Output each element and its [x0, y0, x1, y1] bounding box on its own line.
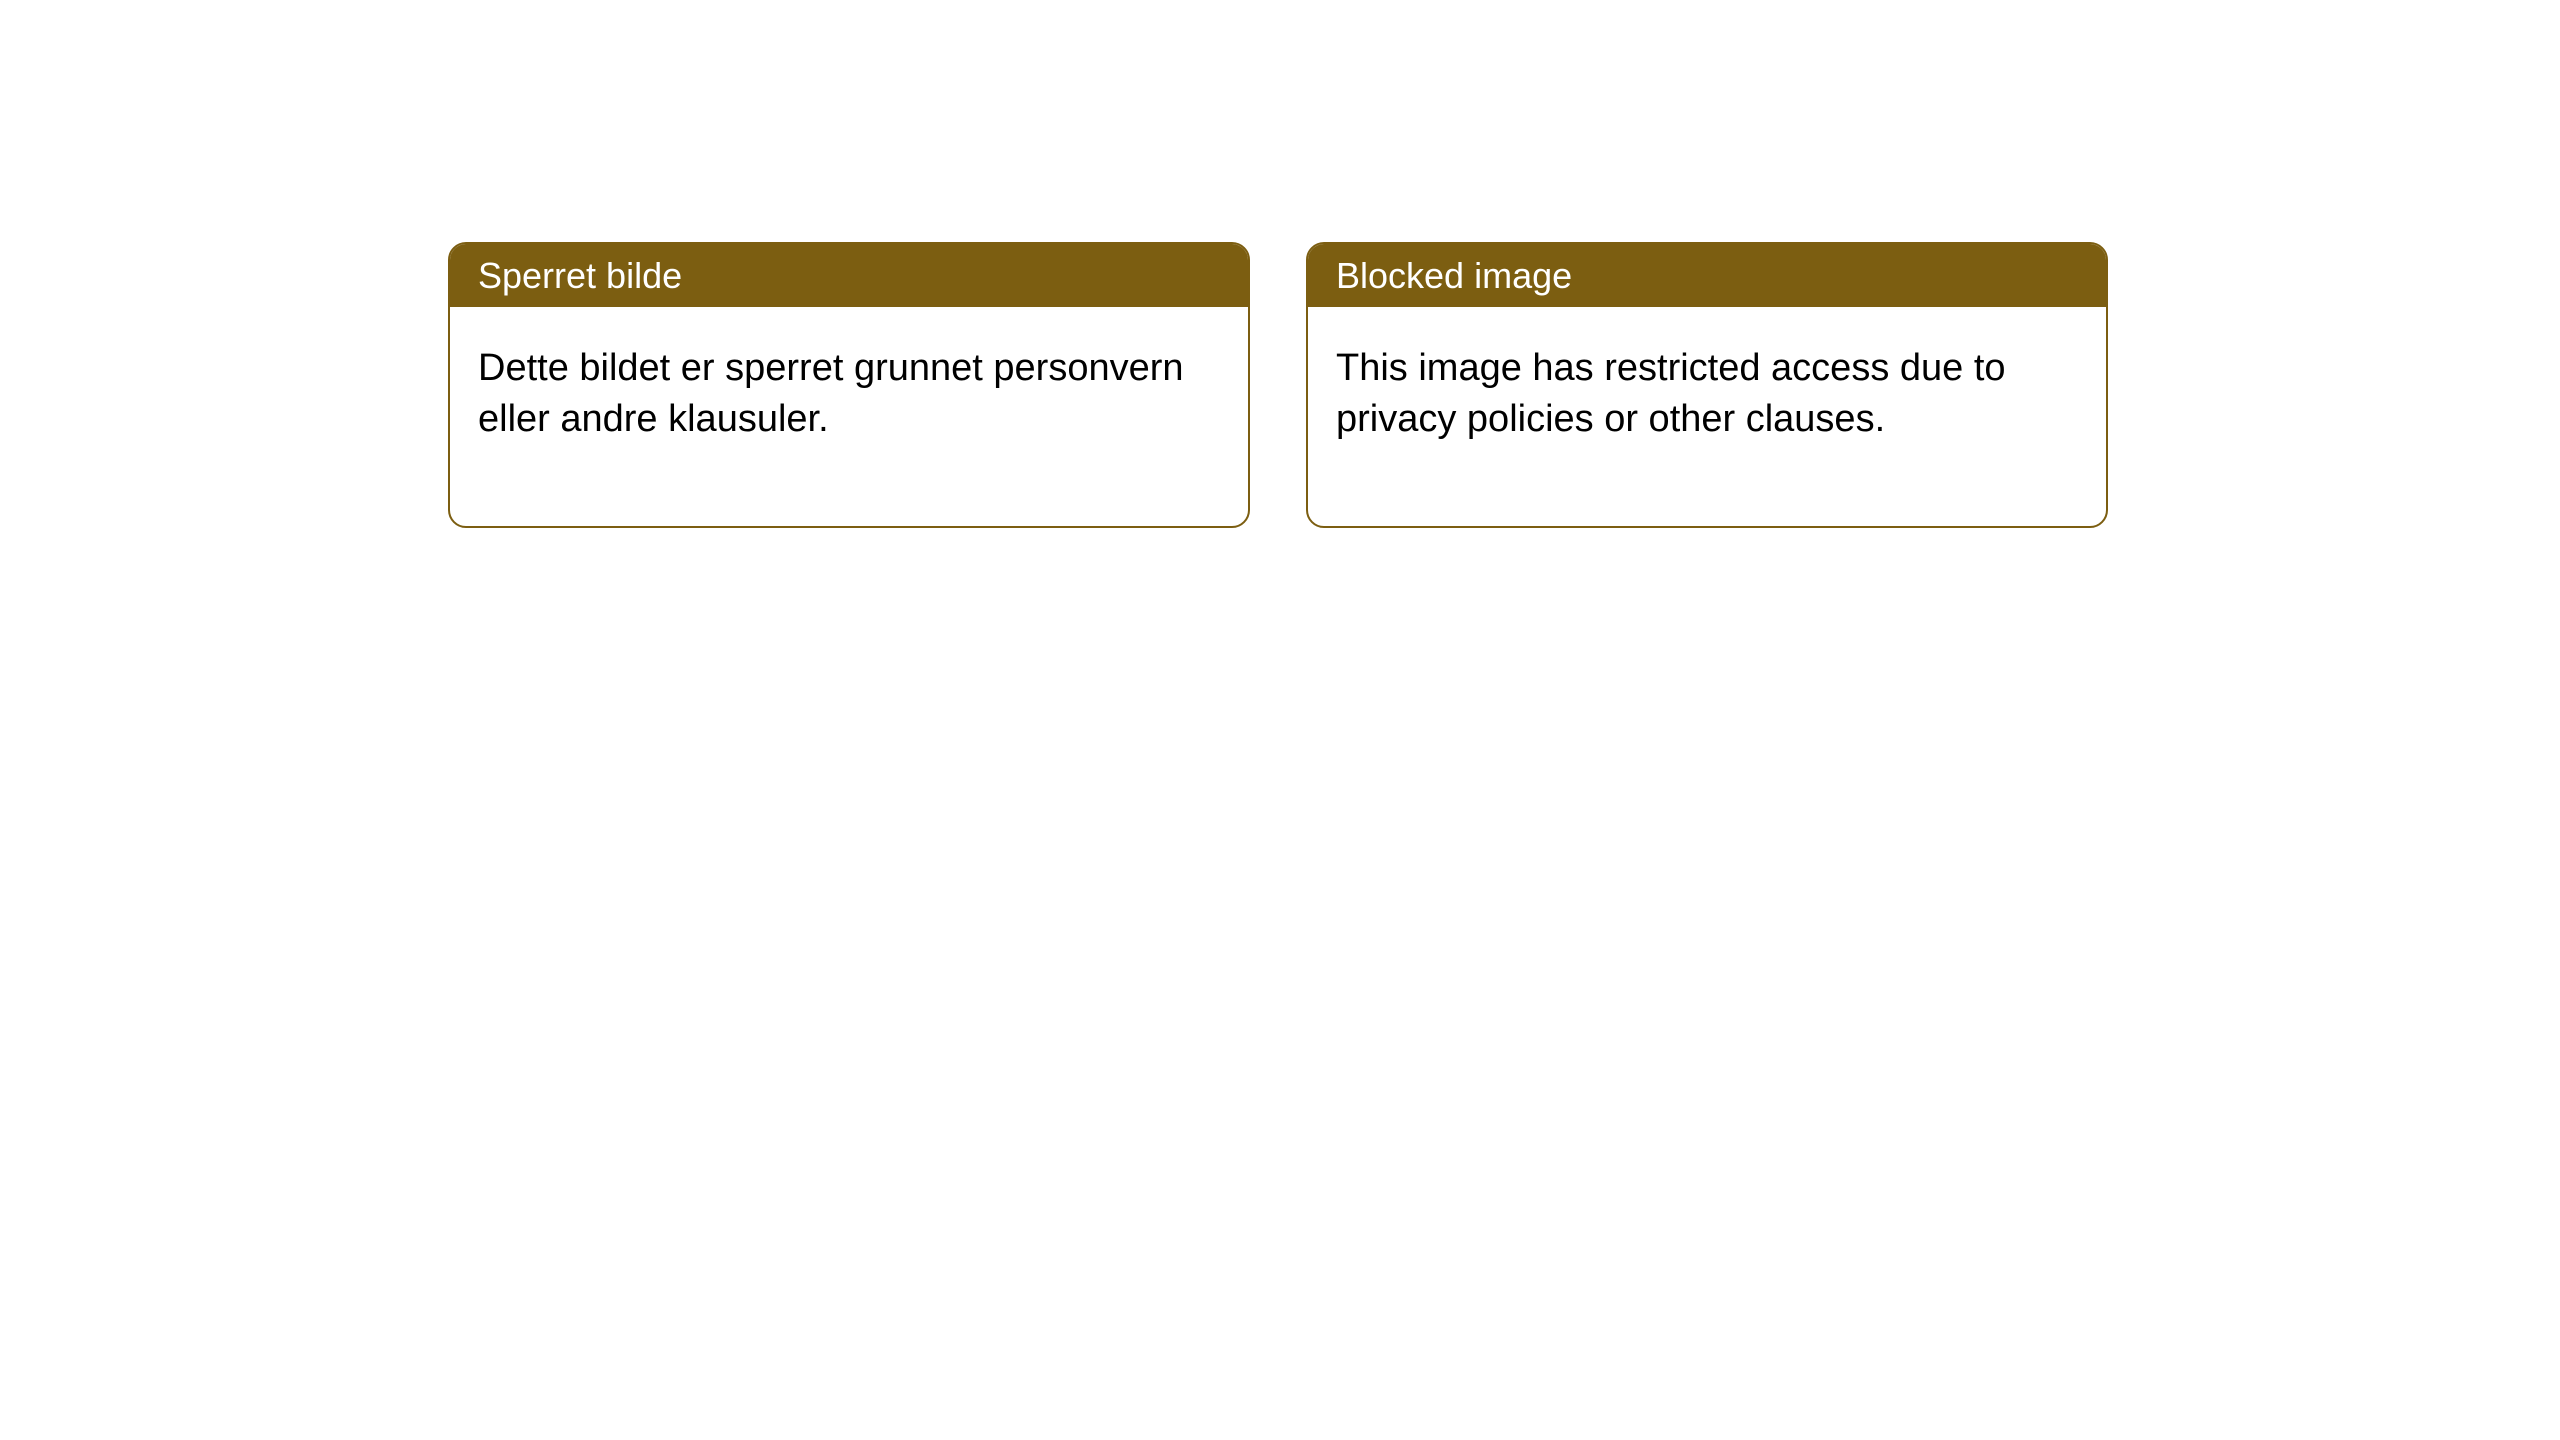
notice-card-norwegian: Sperret bilde Dette bildet er sperret gr… [448, 242, 1250, 528]
notice-card-english: Blocked image This image has restricted … [1306, 242, 2108, 528]
notice-card-title: Blocked image [1308, 244, 2106, 307]
notice-card-body: Dette bildet er sperret grunnet personve… [450, 307, 1248, 526]
notice-card-body: This image has restricted access due to … [1308, 307, 2106, 526]
notice-card-title: Sperret bilde [450, 244, 1248, 307]
notice-cards-container: Sperret bilde Dette bildet er sperret gr… [0, 0, 2560, 528]
